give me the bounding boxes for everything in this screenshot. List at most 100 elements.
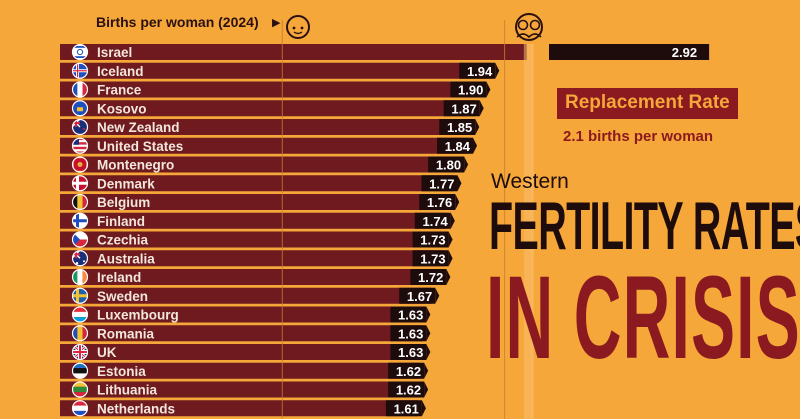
value-label-tip-13 xyxy=(435,287,440,304)
chart-header: Births per woman (2024) xyxy=(96,14,259,30)
flag-us-icon xyxy=(71,137,89,154)
flag-il-icon xyxy=(71,43,89,61)
bar-7 xyxy=(60,175,454,192)
country-label-1: Iceland xyxy=(97,64,144,79)
value-label-bg-15 xyxy=(390,325,427,342)
country-label-8: Belgium xyxy=(97,195,150,210)
bar-0 xyxy=(60,44,527,60)
flag-ro-icon xyxy=(71,325,89,342)
bar-12 xyxy=(60,269,443,285)
value-label-2: 1.90 xyxy=(458,83,483,98)
value-label-tip-1 xyxy=(495,62,500,79)
flag-cz-icon xyxy=(71,231,89,248)
bar-5 xyxy=(60,137,470,154)
flag-fr-icon xyxy=(71,81,89,98)
baby-face-icon xyxy=(286,15,310,39)
bar-2 xyxy=(60,81,483,98)
country-label-15: Romania xyxy=(97,326,155,341)
value-label-tip-7 xyxy=(457,175,462,192)
value-label-bg-19 xyxy=(385,400,422,417)
country-label-18: Lithuania xyxy=(97,383,157,398)
bar-4 xyxy=(60,119,472,135)
value-label-0: 2.92 xyxy=(672,45,697,60)
country-label-10: Czechia xyxy=(97,233,149,248)
value-label-bg-12 xyxy=(410,269,447,285)
value-label-tip-18 xyxy=(424,381,429,398)
title-in-crisis: IN CRISIS xyxy=(486,252,800,384)
value-label-7: 1.77 xyxy=(429,176,454,191)
bar-6 xyxy=(60,156,461,173)
country-label-12: Ireland xyxy=(97,270,141,285)
country-label-4: New Zealand xyxy=(97,120,180,135)
country-label-5: United States xyxy=(97,139,183,154)
value-label-tip-14 xyxy=(426,306,431,323)
flag-me-icon xyxy=(71,156,89,173)
value-label-tip-17 xyxy=(424,362,429,379)
bar-17 xyxy=(60,362,421,379)
value-label-bg-17 xyxy=(388,362,425,379)
country-label-11: Australia xyxy=(97,251,155,266)
value-label-9: 1.74 xyxy=(422,214,448,229)
flag-nl-icon xyxy=(71,400,89,417)
value-label-14: 1.63 xyxy=(398,308,423,323)
value-label-bg-13 xyxy=(399,287,436,304)
bar-9 xyxy=(60,212,447,229)
bar-1 xyxy=(60,62,492,79)
value-label-15: 1.63 xyxy=(398,326,423,341)
value-label-tip-12 xyxy=(446,269,451,285)
bar-15 xyxy=(60,325,423,342)
country-label-3: Kosovo xyxy=(97,101,147,116)
value-label-bg-10 xyxy=(412,231,449,248)
value-label-tip-15 xyxy=(426,325,431,342)
title-fertility-rates: FERTILITY RATES xyxy=(489,188,800,264)
country-label-17: Estonia xyxy=(97,364,146,379)
value-label-bg-16 xyxy=(390,344,427,360)
value-label-bg-3 xyxy=(443,100,480,117)
value-label-4: 1.85 xyxy=(447,120,472,135)
bar-13 xyxy=(60,287,432,304)
value-label-bg-5 xyxy=(437,137,474,154)
replacement-rate-label: Replacement Rate xyxy=(557,88,738,119)
value-label-bg-4 xyxy=(439,119,476,135)
country-label-14: Luxembourg xyxy=(97,308,179,323)
flag-fi-icon xyxy=(71,212,89,229)
flag-lu-icon xyxy=(71,306,89,323)
header-arrow-icon: ▶ xyxy=(272,17,281,29)
value-label-tip-9 xyxy=(450,212,455,229)
value-label-10: 1.73 xyxy=(420,233,445,248)
value-label-12: 1.72 xyxy=(418,270,443,285)
value-label-tip-19 xyxy=(421,400,426,417)
flag-is-icon xyxy=(71,62,89,79)
value-label-6: 1.80 xyxy=(436,158,461,173)
flag-lt-icon xyxy=(71,381,89,398)
country-label-16: UK xyxy=(97,345,117,360)
value-label-tip-16 xyxy=(426,344,431,360)
flag-ie-icon xyxy=(71,268,89,286)
value-label-bg-14 xyxy=(390,306,427,323)
bar-3 xyxy=(60,100,476,117)
flag-ee-icon xyxy=(71,362,89,379)
flag-se-icon xyxy=(71,287,89,304)
value-label-bg-8 xyxy=(419,194,456,210)
title-western: Western xyxy=(491,170,569,193)
bar-11 xyxy=(60,250,445,267)
country-label-7: Denmark xyxy=(97,176,155,191)
value-label-tip-4 xyxy=(475,119,480,135)
value-label-bg-6 xyxy=(428,156,465,173)
value-label-tip-6 xyxy=(464,156,469,173)
value-label-tip-8 xyxy=(455,194,460,210)
country-label-6: Montenegro xyxy=(97,158,174,173)
value-label-1: 1.94 xyxy=(467,64,493,79)
value-label-5: 1.84 xyxy=(445,139,471,154)
value-label-13: 1.67 xyxy=(407,289,432,304)
bar-19 xyxy=(60,400,418,417)
replacement-rate-sub: 2.1 births per woman xyxy=(563,128,714,145)
value-label-tip-11 xyxy=(448,250,453,267)
value-label-bg-11 xyxy=(412,250,449,267)
value-label-tip-10 xyxy=(448,231,453,248)
country-label-9: Finland xyxy=(97,214,145,229)
value-label-16: 1.63 xyxy=(398,345,423,360)
bar-10 xyxy=(60,231,445,248)
value-label-18: 1.62 xyxy=(396,383,421,398)
value-label-tip-3 xyxy=(479,100,484,117)
